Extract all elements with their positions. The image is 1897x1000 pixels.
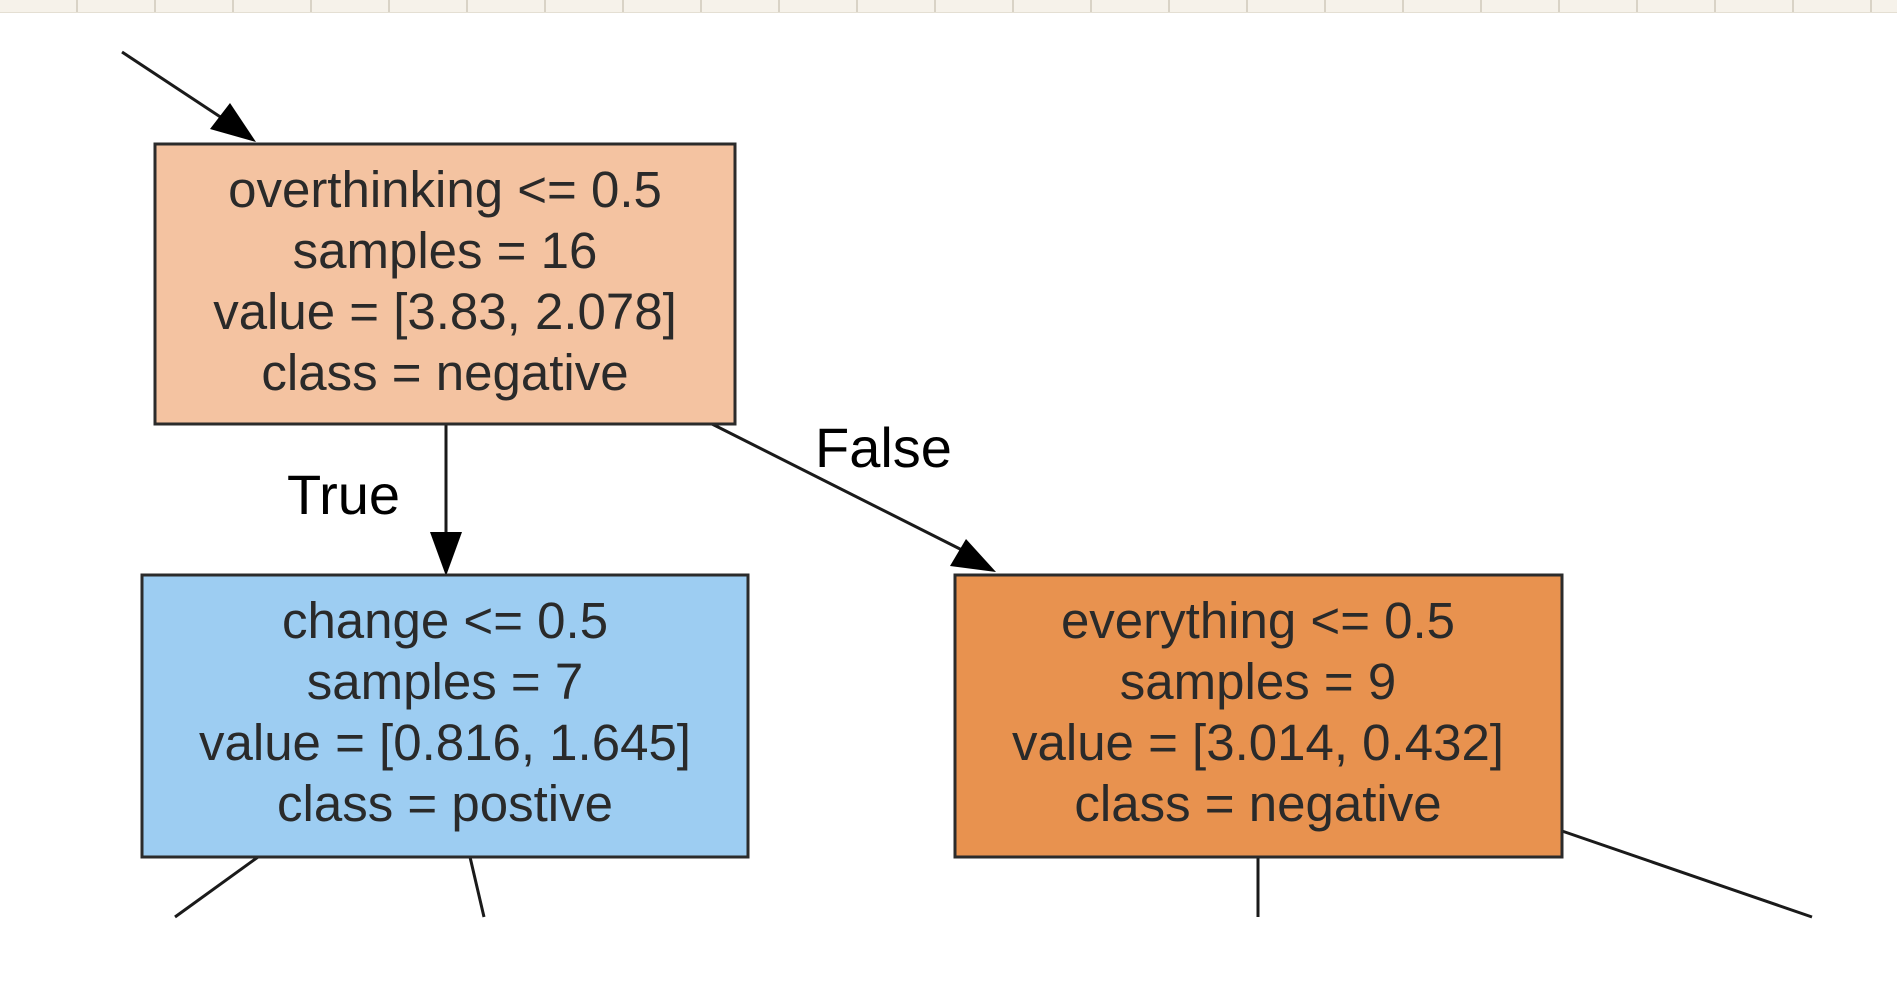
edge-left-child-b xyxy=(468,856,486,918)
left-value: value = [0.816, 1.645] xyxy=(199,714,691,771)
right-node: everything <= 0.5 samples = 9 value = [3… xyxy=(953,573,1564,859)
left-samples: samples = 7 xyxy=(307,653,583,710)
edge-false xyxy=(711,422,996,572)
left-node-box xyxy=(140,573,750,859)
root-value: value = [3.83, 2.078] xyxy=(213,283,677,340)
right-node-box xyxy=(953,573,1564,859)
right-split-condition: everything <= 0.5 xyxy=(1061,592,1455,649)
root-node: overthinking <= 0.5 samples = 16 value =… xyxy=(153,142,737,426)
true-edge-label: True xyxy=(287,463,400,526)
root-node-box xyxy=(153,142,737,426)
left-node: change <= 0.5 samples = 7 value = [0.816… xyxy=(140,573,750,859)
right-value: value = [3.014, 0.432] xyxy=(1012,714,1504,771)
false-edge-label: False xyxy=(815,416,952,479)
edge-right-child-b xyxy=(1561,829,1813,919)
root-samples: samples = 16 xyxy=(293,222,598,279)
edge-true xyxy=(430,424,462,576)
incoming-edge-root xyxy=(121,50,256,142)
left-class: class = postive xyxy=(277,775,613,832)
root-class: class = negative xyxy=(261,344,628,401)
left-split-condition: change <= 0.5 xyxy=(282,592,608,649)
right-samples: samples = 9 xyxy=(1120,653,1396,710)
root-split-condition: overthinking <= 0.5 xyxy=(228,161,662,218)
edge-left-child-a xyxy=(174,855,259,919)
right-class: class = negative xyxy=(1074,775,1441,832)
top-ruler-strip xyxy=(0,0,1897,13)
